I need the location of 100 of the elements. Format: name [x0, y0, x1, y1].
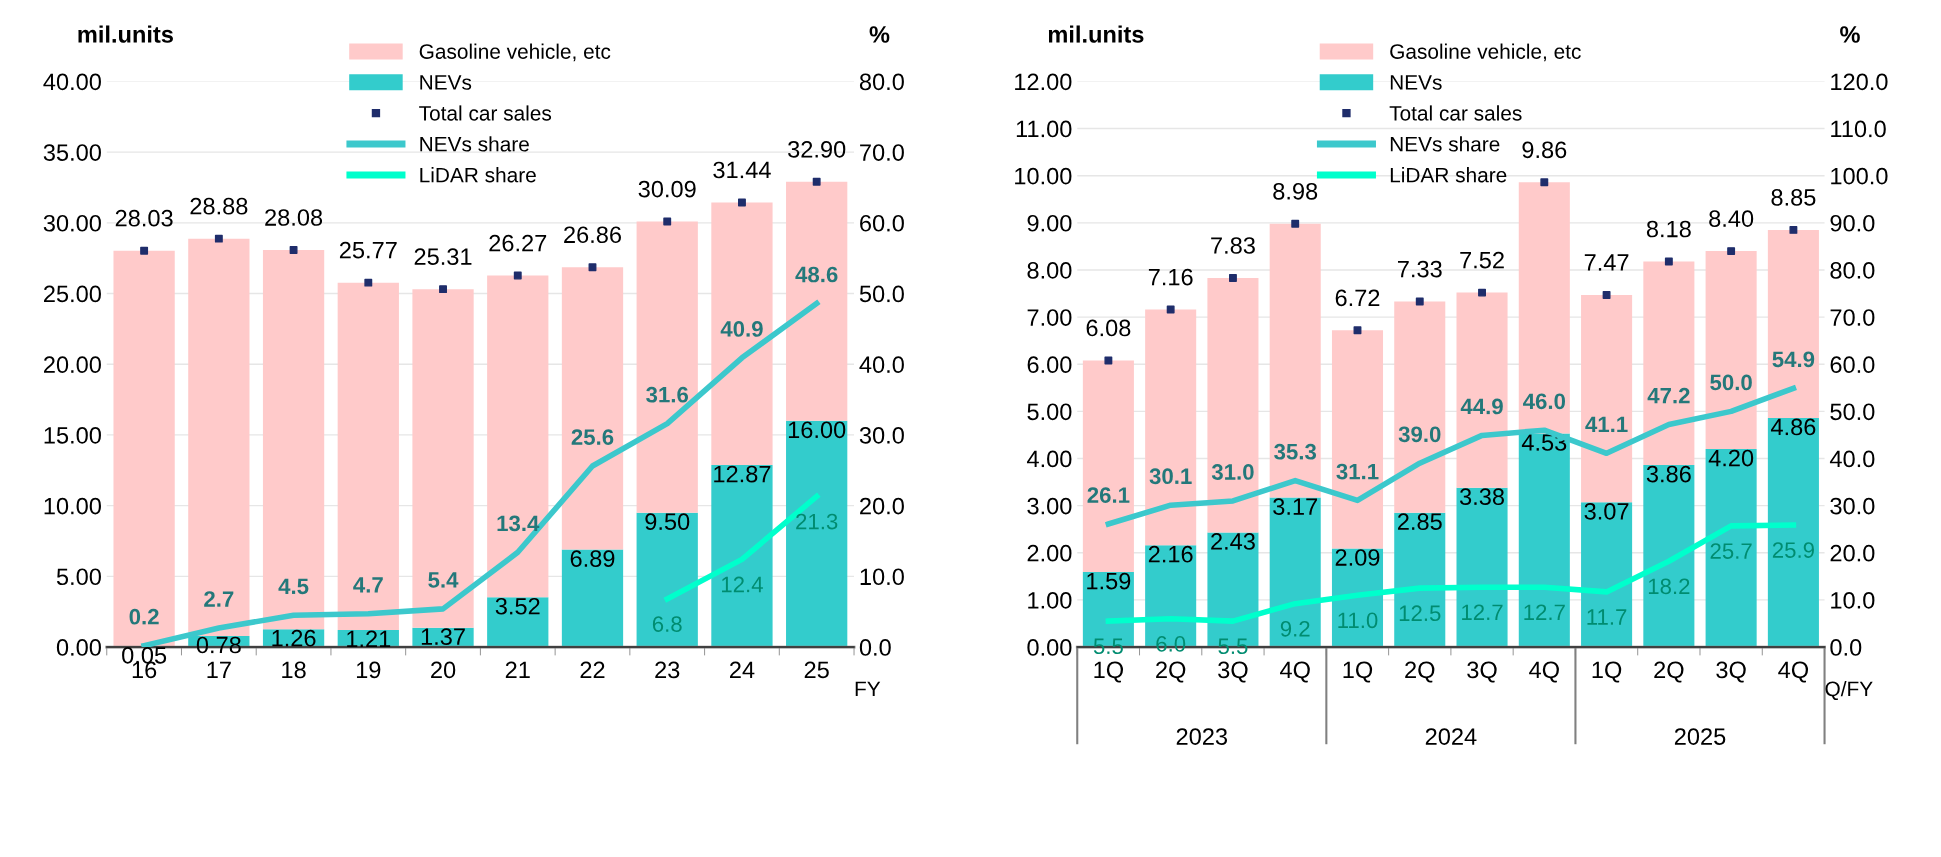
bar	[1705, 449, 1757, 648]
text: 2025	[1674, 728, 1726, 745]
bar	[1705, 251, 1757, 450]
point	[1540, 178, 1549, 187]
bar	[1767, 417, 1819, 648]
data-label: 40.9	[720, 321, 763, 337]
legend-label: LiDAR share	[420, 167, 536, 183]
bar	[1581, 502, 1633, 648]
data-label: 31.1	[1336, 463, 1379, 480]
y2-tick-label: 110.0	[1831, 120, 1886, 138]
data-label: 3.07	[1584, 502, 1629, 520]
data-label: 12.7	[1462, 604, 1503, 620]
data-label: 3.52	[495, 597, 540, 615]
legend-label: NEVs	[1390, 75, 1442, 90]
y2-tick-label: 100.0	[1831, 167, 1888, 185]
x-tick-label: 2Q	[1405, 661, 1435, 683]
x-tick-label: 4Q	[1280, 661, 1310, 683]
point	[1789, 225, 1798, 234]
y2-tick-label: 20.0	[860, 497, 904, 515]
point	[439, 285, 447, 294]
y2-axis-title: %	[1840, 26, 1860, 43]
data-label: 28.03	[115, 209, 173, 227]
x-tick-label: 1Q	[1343, 661, 1373, 683]
point	[812, 177, 821, 186]
y2-tick-label: 10.0	[1831, 591, 1875, 609]
data-label: 6.89	[570, 550, 615, 567]
y-tick-label: 10.00	[1015, 167, 1072, 185]
point	[364, 278, 373, 287]
bar	[337, 282, 399, 630]
bar	[1767, 229, 1819, 418]
point	[1727, 247, 1736, 256]
legend-label: Gasoline vehicle, etc	[419, 43, 611, 62]
data-label: 4.7	[353, 577, 383, 593]
data-label: 8.40	[1709, 210, 1754, 227]
bar	[1207, 277, 1259, 533]
y-tick-label: 15.00	[44, 427, 101, 444]
bar	[561, 267, 624, 550]
x-tick-label: 4Q	[1529, 661, 1559, 683]
data-label: 2.7	[204, 591, 234, 607]
y2-tick-label: 40.0	[1829, 450, 1875, 468]
x-tick-label: 3Q	[1716, 661, 1746, 683]
x-tick-label: 1Q	[1592, 661, 1622, 683]
y2-tick-label: 30.0	[859, 427, 904, 444]
y-tick-label: 4.00	[1026, 450, 1072, 468]
bar	[113, 250, 175, 647]
data-label: 31.44	[713, 161, 771, 179]
y-tick-label: 10.00	[44, 497, 101, 515]
data-label: 6.8	[652, 616, 682, 632]
y-tick-label: 0.00	[1027, 639, 1072, 656]
y-tick-label: 5.00	[56, 568, 101, 586]
data-label: 4.5	[278, 578, 309, 595]
bar	[636, 221, 698, 513]
data-label: 11.0	[1338, 612, 1378, 629]
x-tick-label: 2Q	[1156, 661, 1186, 683]
data-label: 1.21	[347, 630, 391, 648]
y-tick-label: 3.00	[1027, 497, 1072, 515]
bar	[711, 465, 773, 648]
y2-tick-label: 80.0	[1830, 262, 1875, 279]
data-label: 12.7	[1524, 604, 1565, 620]
data-label: 4.20	[1708, 449, 1754, 467]
data-label: 2.43	[1211, 533, 1255, 550]
legend-label: Total car sales	[419, 105, 552, 121]
data-label: 32.90	[788, 140, 846, 158]
point	[513, 271, 522, 280]
data-label: 25.77	[339, 241, 397, 259]
data-label: 6.08	[1086, 319, 1131, 337]
data-label: 26.86	[564, 226, 621, 244]
y-tick-label: 0.00	[56, 639, 101, 656]
point	[1602, 290, 1611, 299]
data-label: 28.08	[265, 209, 323, 226]
data-label: 1.59	[1087, 572, 1131, 590]
bar	[1394, 301, 1446, 513]
data-label: 9.2	[1280, 620, 1310, 637]
data-label: 31.0	[1211, 464, 1254, 480]
data-label: 21.3	[796, 513, 838, 530]
bar	[1643, 465, 1695, 648]
data-label: 31.6	[646, 386, 689, 403]
data-label: 2.09	[1335, 549, 1380, 566]
data-label: 35.3	[1274, 443, 1317, 460]
y-tick-label: 9.00	[1027, 214, 1072, 232]
data-label: 3.86	[1646, 465, 1691, 483]
y-tick-label: 25.00	[44, 285, 101, 303]
x-tick-label: 24	[730, 661, 755, 679]
x-tick-label: 1Q	[1094, 661, 1124, 683]
legend-label: Gasoline vehicle, etc	[1390, 43, 1581, 62]
data-label: 12.87	[714, 465, 771, 483]
bar	[1269, 497, 1321, 648]
data-label: 16.00	[788, 421, 846, 439]
data-label: 26.27	[489, 234, 547, 252]
data-label: 7.47	[1584, 254, 1629, 271]
point	[1415, 297, 1424, 306]
bar	[1518, 182, 1570, 434]
point	[1664, 257, 1673, 266]
point	[140, 246, 149, 255]
legend-label: NEVs share	[420, 136, 529, 152]
data-label: 48.6	[795, 266, 838, 283]
x-tick-label: 23	[655, 661, 680, 679]
bar	[1643, 261, 1695, 466]
data-label: 4.86	[1770, 418, 1816, 436]
y-tick-label: 12.00	[1015, 73, 1072, 91]
